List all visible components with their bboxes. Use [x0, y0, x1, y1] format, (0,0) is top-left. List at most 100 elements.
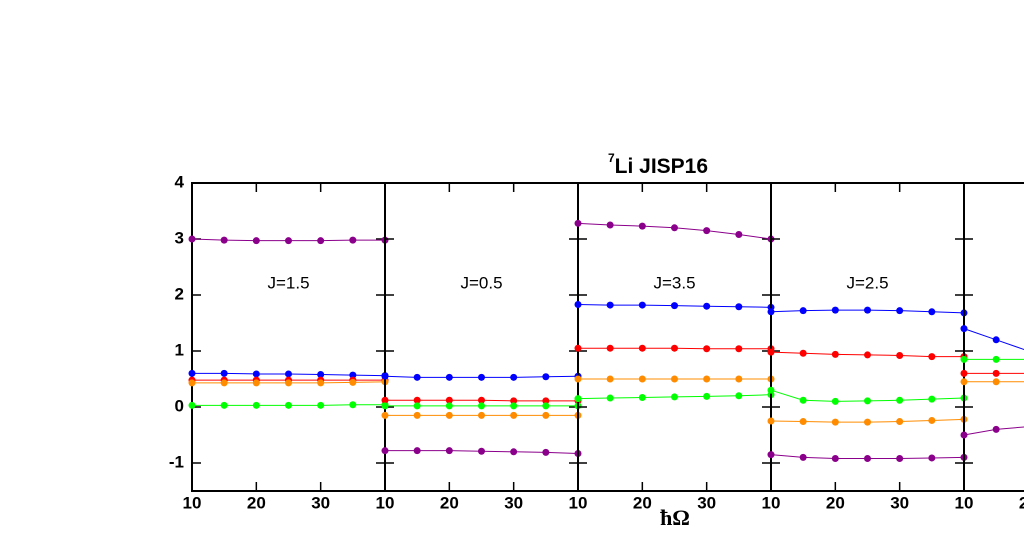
data-point	[188, 401, 196, 409]
data-point	[252, 401, 260, 409]
data-point	[960, 369, 968, 377]
data-point	[574, 375, 582, 383]
panel-frame	[963, 182, 1024, 492]
data-point	[606, 375, 614, 383]
data-point	[638, 393, 646, 401]
data-point	[445, 447, 453, 455]
data-point	[767, 386, 775, 394]
data-point	[510, 397, 518, 405]
panel-label: J=0.5	[460, 273, 502, 292]
data-point	[381, 402, 389, 410]
data-point	[349, 371, 357, 379]
panel-frame	[770, 182, 965, 492]
panel-label: J=2.5	[846, 273, 888, 292]
data-point	[799, 349, 807, 357]
data-point	[831, 418, 839, 426]
x-tick-label: 30	[890, 493, 909, 512]
data-point	[445, 396, 453, 404]
data-point	[317, 401, 325, 409]
data-point	[510, 373, 518, 381]
data-point	[767, 308, 775, 316]
panel-frame	[191, 182, 386, 492]
data-point	[992, 355, 1000, 363]
data-point	[478, 402, 485, 410]
data-point	[574, 344, 582, 352]
data-point	[703, 375, 711, 383]
data-point	[381, 411, 389, 419]
data-point	[960, 378, 968, 386]
data-point	[381, 396, 389, 404]
data-point	[542, 373, 550, 381]
x-tick-label: 30	[311, 493, 330, 512]
data-point	[799, 453, 807, 461]
title-superscript: 7	[608, 151, 615, 165]
data-point	[638, 344, 646, 352]
title-text: Li JISP16	[615, 155, 708, 178]
data-point	[831, 455, 839, 463]
data-point	[252, 237, 260, 245]
data-point	[349, 378, 357, 386]
data-point	[671, 302, 678, 310]
data-point	[349, 401, 357, 409]
data-point	[960, 431, 968, 439]
data-point	[574, 219, 582, 227]
data-point	[703, 302, 711, 310]
data-point	[317, 379, 325, 387]
data-point	[285, 379, 292, 387]
data-point	[220, 401, 228, 409]
x-tick-label: 10	[955, 493, 974, 512]
data-point	[285, 370, 292, 378]
data-point	[349, 236, 357, 244]
data-point	[960, 355, 968, 363]
data-point	[831, 350, 839, 358]
data-point	[703, 227, 711, 235]
data-point	[864, 418, 871, 426]
data-point	[445, 373, 453, 381]
data-point	[992, 378, 1000, 386]
y-tick-label: 4	[175, 172, 185, 191]
y-tick-label: 1	[175, 340, 184, 359]
data-point	[606, 221, 614, 229]
data-point	[606, 301, 614, 309]
x-tick-label: 20	[633, 493, 652, 512]
data-point	[992, 336, 1000, 344]
data-point	[606, 344, 614, 352]
data-point	[671, 393, 678, 401]
y-tick-label: 2	[175, 284, 184, 303]
x-axis-label: ħΩ	[660, 505, 690, 530]
data-point	[542, 402, 550, 410]
data-point	[285, 401, 292, 409]
data-point	[896, 396, 904, 404]
data-point	[671, 344, 678, 352]
data-point	[992, 369, 1000, 377]
data-point	[735, 345, 743, 353]
y-tick-label: 0	[175, 396, 184, 415]
y-tick-label: 3	[175, 228, 184, 247]
data-point	[831, 306, 839, 314]
data-point	[864, 351, 871, 359]
x-tick-label: 20	[440, 493, 459, 512]
data-point	[896, 351, 904, 359]
data-point	[671, 375, 678, 383]
data-point	[542, 397, 550, 405]
data-point	[220, 379, 228, 387]
data-point	[478, 411, 485, 419]
data-point	[896, 455, 904, 463]
data-point	[735, 231, 743, 239]
data-point	[864, 306, 871, 314]
data-point	[574, 395, 582, 403]
data-point	[992, 425, 1000, 433]
data-point	[252, 379, 260, 387]
data-point	[864, 397, 871, 405]
x-tick-label: 10	[569, 493, 588, 512]
data-point	[413, 447, 421, 455]
chart-title: 7Li JISP16	[608, 151, 708, 177]
data-point	[478, 447, 485, 455]
data-point	[703, 345, 711, 353]
data-point	[896, 418, 904, 426]
data-point	[252, 370, 260, 378]
data-point	[799, 396, 807, 404]
y-tick-label: -1	[169, 452, 184, 471]
data-point	[445, 402, 453, 410]
data-point	[735, 375, 743, 383]
